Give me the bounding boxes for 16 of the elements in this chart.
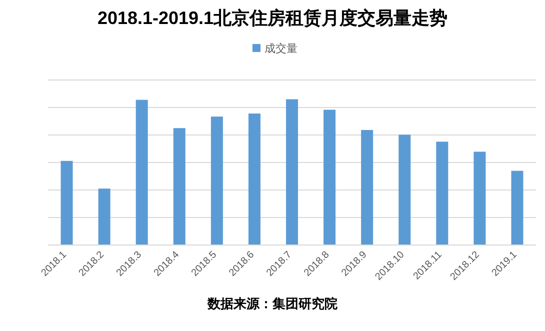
bar — [361, 130, 374, 245]
legend-label: 成交量 — [264, 42, 298, 55]
source-note: 数据来源：集团研究院 — [206, 296, 338, 311]
chart-title: 2018.1-2019.1北京住房租赁月度交易量走势 — [97, 8, 448, 28]
bar — [248, 114, 260, 245]
bar — [60, 160, 73, 245]
bar — [98, 188, 110, 245]
bar — [398, 134, 411, 245]
bar — [474, 152, 486, 245]
bar — [210, 116, 223, 245]
bar — [511, 170, 524, 245]
bar — [324, 110, 336, 245]
bar — [436, 142, 448, 245]
bar — [286, 99, 298, 245]
bar — [136, 100, 148, 245]
bar — [173, 128, 186, 245]
